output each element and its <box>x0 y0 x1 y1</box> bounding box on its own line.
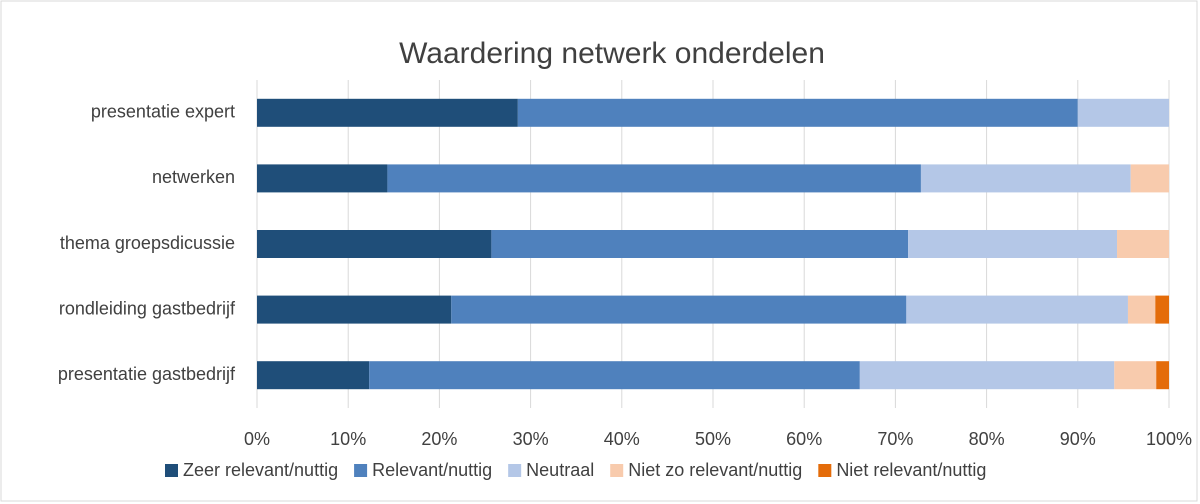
x-tick-label: 90% <box>1060 429 1096 449</box>
legend-label: Niet relevant/nuttig <box>836 460 986 480</box>
x-tick-label: 40% <box>604 429 640 449</box>
bar-segment <box>369 361 860 390</box>
bar-segment <box>451 295 907 324</box>
bar-segment <box>859 361 1115 390</box>
x-tick-label: 70% <box>877 429 913 449</box>
chart-title: Waardering netwerk onderdelen <box>399 37 825 70</box>
bar-segment <box>1077 98 1169 127</box>
bar-segment <box>1130 164 1169 193</box>
bar-segment <box>257 98 518 127</box>
bar-segment <box>908 230 1118 258</box>
y-tick-label: rondleiding gastbedrijf <box>59 298 236 318</box>
bar-segment <box>920 164 1131 193</box>
x-tick-label: 30% <box>513 429 549 449</box>
x-tick-label: 20% <box>421 429 457 449</box>
legend-swatch <box>354 464 368 477</box>
bar-segment <box>257 295 452 324</box>
legend-label: Niet zo relevant/nuttig <box>628 460 802 480</box>
x-tick-label: 100% <box>1146 429 1192 449</box>
bar-segment <box>257 164 388 193</box>
bar-segment <box>257 361 370 390</box>
x-tick-label: 50% <box>695 429 731 449</box>
bar-segment <box>1155 295 1169 324</box>
x-tick-label: 80% <box>969 429 1005 449</box>
legend-label: Zeer relevant/nuttig <box>183 460 338 480</box>
legend-swatch <box>610 464 624 477</box>
x-tick-label: 60% <box>786 429 822 449</box>
legend-swatch <box>818 464 832 477</box>
bar-segment <box>1114 361 1157 390</box>
bar-segment <box>517 98 1078 127</box>
y-tick-label: thema groepsdicussie <box>60 233 235 253</box>
y-tick-label: presentatie gastbedrijf <box>58 364 236 384</box>
legend-swatch <box>508 464 522 477</box>
legend-label: Relevant/nuttig <box>372 460 492 480</box>
y-tick-label: presentatie expert <box>91 102 235 122</box>
bar-segment <box>257 230 492 258</box>
bar-segment <box>387 164 921 193</box>
bar-segment <box>1127 295 1156 324</box>
bar-segment <box>906 295 1128 324</box>
x-tick-label: 0% <box>244 429 270 449</box>
legend-swatch <box>165 464 178 477</box>
y-tick-label: netwerken <box>152 167 235 187</box>
bar-segment <box>1156 361 1169 390</box>
bar-segment <box>1117 230 1169 258</box>
bar-segment <box>491 230 909 258</box>
x-tick-label: 10% <box>330 429 366 449</box>
legend-label: Neutraal <box>526 460 594 480</box>
